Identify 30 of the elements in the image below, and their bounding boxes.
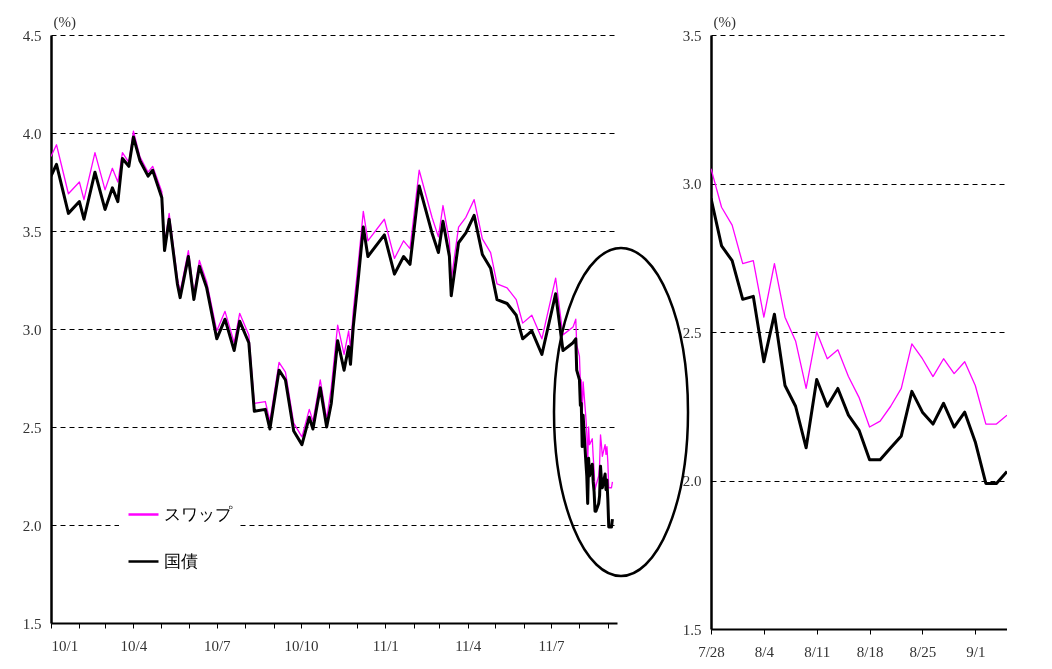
x-tick-label: 10/7 — [203, 637, 232, 654]
x-tick-label: 8/18 — [856, 643, 884, 660]
y-tick-label: 4.0 — [22, 125, 42, 142]
x-tick-label: 8/25 — [909, 643, 937, 660]
y-tick-label: 3.0 — [682, 176, 702, 192]
x-tick-label: 8/4 — [754, 643, 775, 660]
y-tick-label: 3.0 — [22, 321, 42, 338]
line-series — [711, 168, 1007, 428]
y-tick-label: 4.5 — [22, 27, 42, 44]
y-tick-label: 1.5 — [682, 621, 702, 638]
x-tick-label: 9/1 — [966, 643, 986, 660]
legend-label: 国債 — [164, 551, 198, 571]
y-tick-label: 2.5 — [682, 324, 702, 341]
x-tick-label: 11/4 — [455, 637, 482, 654]
x-tick-label: 11/1 — [372, 637, 399, 654]
y-axis-title: (%) — [713, 13, 736, 31]
y-tick-label: 3.5 — [682, 27, 702, 44]
x-tick-label: 10/4 — [120, 637, 148, 654]
y-tick-label: 2.0 — [22, 517, 42, 534]
x-tick-label: 11/7 — [538, 637, 566, 654]
y-tick-label: 1.5 — [22, 615, 42, 632]
y-tick-label: 2.0 — [682, 473, 702, 489]
y-tick-label: 3.5 — [22, 223, 42, 240]
legend-label: スワップ — [164, 504, 233, 524]
x-tick-label: 8/11 — [804, 643, 831, 660]
x-tick-label: 7/28 — [698, 643, 725, 660]
y-tick-label: 2.5 — [22, 419, 42, 436]
x-tick-label: 10/1 — [51, 637, 79, 654]
x-tick-label: 10/10 — [284, 637, 319, 654]
y-axis-title: (%) — [53, 13, 76, 31]
